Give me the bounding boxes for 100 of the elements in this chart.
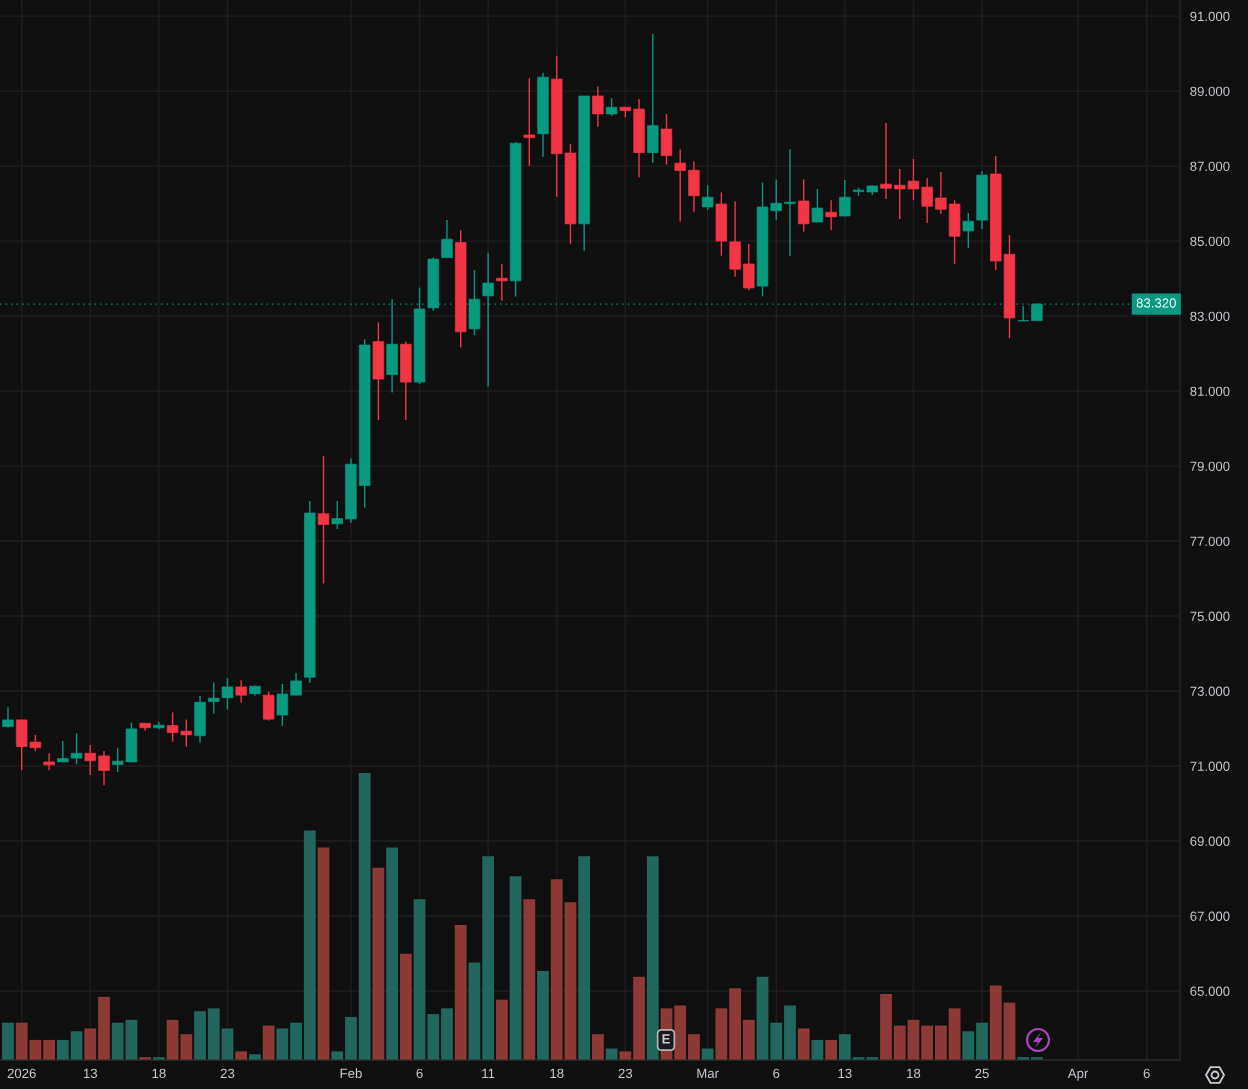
candlestick	[43, 752, 55, 771]
candlestick	[84, 744, 96, 776]
bar	[756, 976, 769, 1060]
bar	[838, 1034, 851, 1060]
bar	[303, 830, 316, 1060]
candlestick	[743, 243, 755, 291]
y-tick-label: 81.000	[1190, 386, 1230, 396]
bar	[276, 1028, 289, 1060]
y-tick-label: 91.000	[1190, 11, 1230, 22]
bar	[633, 976, 645, 1060]
bar	[619, 1051, 632, 1060]
bar	[2, 1022, 14, 1060]
x-tick-label: 23	[220, 1068, 235, 1079]
candlestick	[825, 199, 837, 231]
candlestick	[331, 500, 343, 530]
candlestick	[276, 683, 289, 727]
bar	[591, 1034, 604, 1060]
candlestick	[701, 184, 714, 211]
bar	[221, 1028, 234, 1060]
bar	[290, 1022, 302, 1060]
y-tick-label: 87.000	[1190, 161, 1230, 172]
y-tick-label: 67.000	[1190, 911, 1230, 921]
candlestick	[592, 85, 604, 128]
bar	[509, 876, 522, 1060]
candlestick	[811, 188, 824, 224]
y-tick-label: 77.000	[1190, 536, 1230, 546]
bar	[454, 925, 467, 1060]
bar	[715, 1008, 728, 1060]
candlestick	[57, 740, 69, 763]
bar	[564, 902, 577, 1060]
x-tick-label: 6	[773, 1068, 780, 1079]
candlestick	[98, 750, 110, 786]
candlestick	[523, 77, 535, 167]
bar	[811, 1039, 824, 1060]
bar	[235, 1051, 248, 1060]
bar	[43, 1039, 56, 1060]
x-tick-label: 18	[907, 1068, 921, 1079]
x-tick-label: 2026	[7, 1068, 36, 1079]
candlestick	[208, 681, 220, 715]
candlestick	[262, 691, 275, 722]
bar	[56, 1039, 69, 1060]
bar	[468, 962, 481, 1060]
bar	[166, 1019, 179, 1060]
bar	[825, 1039, 838, 1060]
annotation: E	[662, 1034, 670, 1044]
y-tick-label: 71.000	[1190, 761, 1230, 771]
bar	[907, 1019, 920, 1060]
x-tick-label: 6	[1143, 1068, 1150, 1079]
bar	[537, 971, 549, 1060]
bar	[962, 1031, 975, 1060]
candlestick	[235, 679, 247, 704]
bar	[880, 993, 892, 1060]
bar	[770, 1022, 783, 1060]
bar	[784, 1005, 796, 1060]
bar	[646, 856, 659, 1060]
y-tick-label: 89.000	[1190, 86, 1230, 97]
x-tick-label: Mar	[697, 1068, 719, 1079]
bar	[413, 899, 426, 1060]
candlestick	[935, 171, 947, 215]
x-tick-label: 18	[550, 1068, 564, 1079]
bar	[399, 953, 412, 1060]
y-tick-label: 83.000	[1190, 311, 1230, 321]
x-tick-label: 11	[482, 1068, 495, 1078]
bar	[893, 1025, 906, 1060]
x-tick-label: 13	[83, 1068, 98, 1079]
bar	[729, 988, 741, 1060]
x-tick-label: Feb	[340, 1068, 362, 1079]
bar	[317, 847, 330, 1060]
bar	[948, 1008, 961, 1060]
y-tick-label: 69.000	[1190, 836, 1230, 846]
bar	[386, 847, 398, 1060]
candlestick	[784, 148, 796, 257]
bar	[989, 985, 1002, 1060]
candlestick	[221, 677, 234, 711]
candlestick	[962, 212, 975, 249]
candlestick	[674, 148, 686, 223]
bar	[207, 1008, 220, 1060]
bar	[742, 1019, 755, 1060]
candlestick	[290, 672, 302, 696]
bar	[194, 1011, 206, 1060]
candlestick	[441, 219, 453, 259]
bar	[523, 899, 536, 1060]
bar	[345, 1016, 357, 1060]
bar	[180, 1034, 193, 1060]
bar	[674, 1005, 687, 1060]
candlestick	[70, 732, 83, 765]
bar	[688, 1034, 700, 1060]
bar	[1003, 1002, 1016, 1060]
y-tick-label: 85.000	[1190, 236, 1230, 247]
bar	[578, 856, 591, 1060]
bar	[125, 1019, 138, 1060]
x-tick-label: 13	[838, 1068, 852, 1079]
ref-line-label: 83.320	[1136, 298, 1176, 308]
candlestick	[921, 177, 933, 224]
bar	[84, 1028, 97, 1060]
bar	[921, 1025, 934, 1060]
bar	[441, 1008, 453, 1060]
candlestick	[797, 178, 810, 233]
bar	[70, 1031, 83, 1060]
x-tick-label: 23	[618, 1068, 633, 1079]
